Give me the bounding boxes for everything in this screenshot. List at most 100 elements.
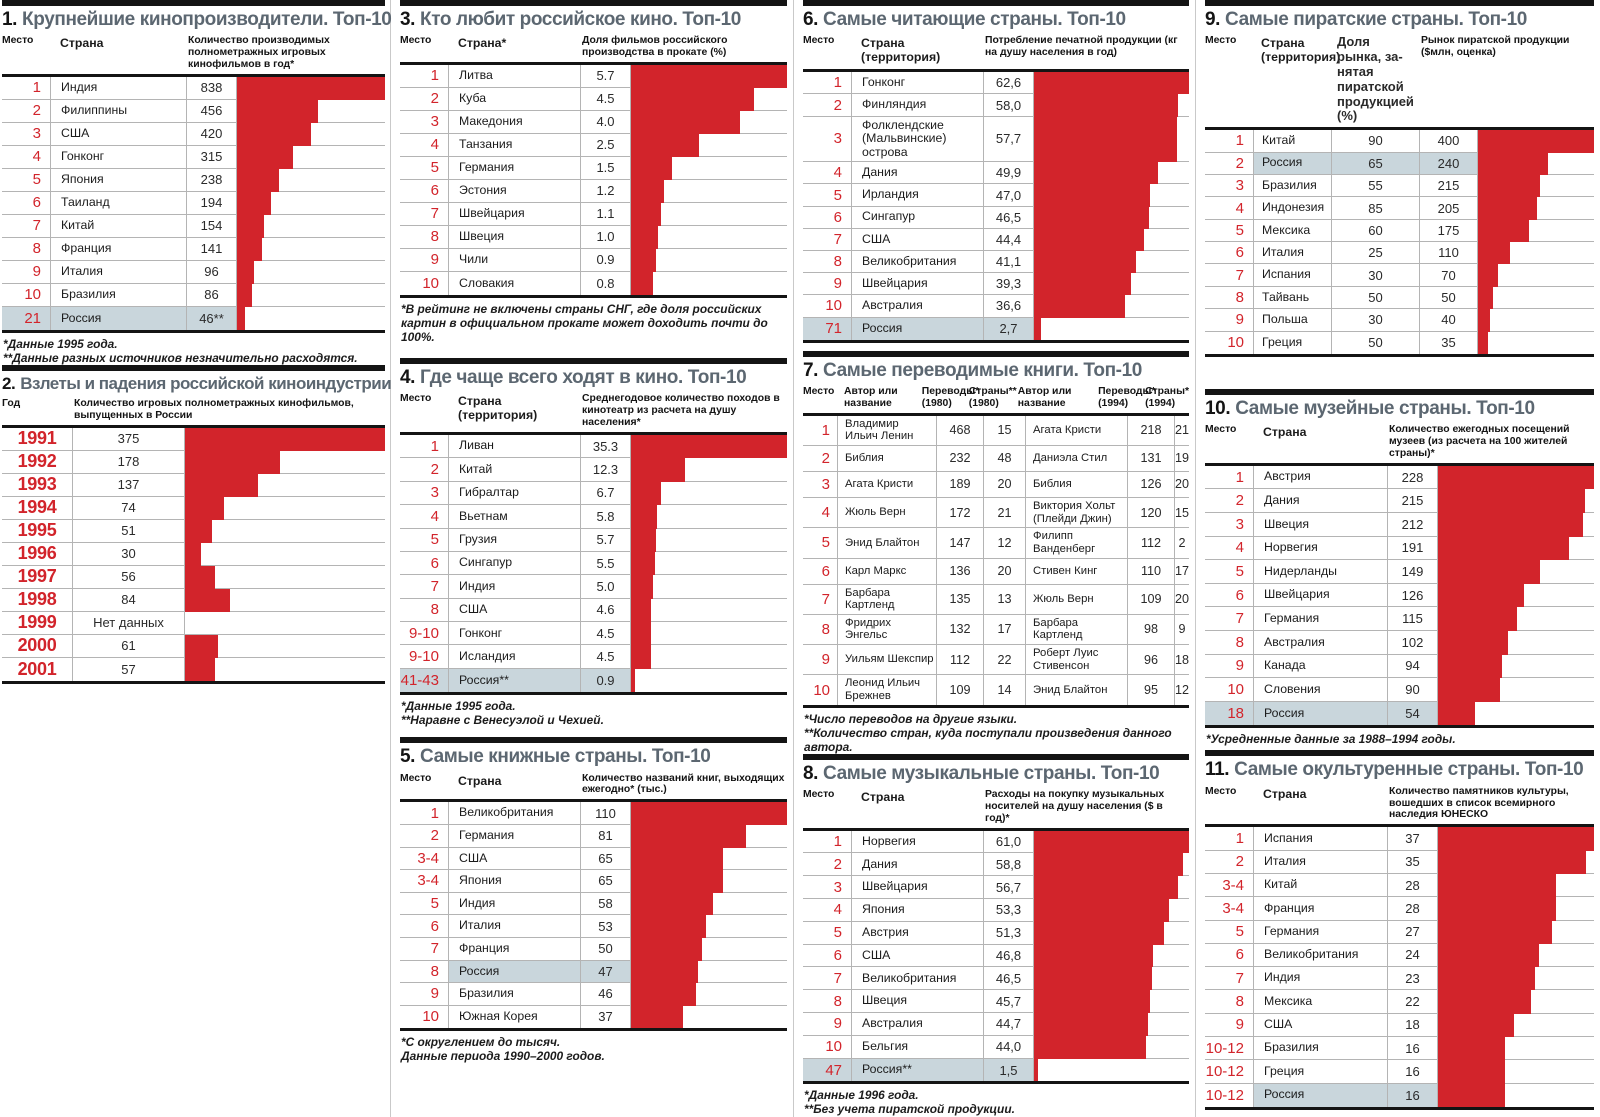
value-cell: 30: [72, 542, 184, 566]
table-row: 5 Япония 238: [2, 168, 385, 192]
value-bar: [1438, 465, 1594, 490]
rank-cell: 1: [1205, 130, 1253, 153]
share-cell: 85: [1331, 197, 1419, 220]
footnotes: *Усредненные данные за 1988–1994 годы.: [1205, 728, 1594, 746]
value-cell: 154: [186, 214, 236, 238]
rank-cell: 6: [1205, 584, 1253, 608]
rank-cell: 8: [1205, 990, 1253, 1014]
value-bar: [1034, 990, 1151, 1014]
section-9: 9. Самые пиратские страны. Топ-10 Место Стр…: [1205, 0, 1594, 358]
table-row: 4 Гонконг 315: [2, 145, 385, 169]
table-header: Место Страна Количество названий книг, вых…: [400, 772, 787, 803]
rank-cell: 5: [400, 157, 448, 180]
footnote: **Без учета пиратской продукции.: [804, 1102, 1015, 1117]
value-cell: 400: [1419, 130, 1477, 153]
rank-cell: 4: [803, 899, 851, 922]
bar-track: [1033, 830, 1189, 854]
table-row: 10-12 Греция 16: [1205, 1060, 1594, 1084]
bar-track: [1477, 286, 1594, 310]
value-cell: 175: [1419, 219, 1477, 243]
table-row: 3 Македония 4.0: [400, 110, 787, 134]
table-row: 9-10 Исландия 4.5: [400, 645, 787, 669]
bar-track: [1437, 489, 1594, 514]
translations-1994-cell: 95: [1127, 675, 1174, 705]
section-title-text: Самые читающие страны. Топ-10: [823, 9, 1126, 30]
bar-track: [1033, 184, 1189, 207]
translations-1994-cell: 109: [1127, 584, 1174, 615]
table-row: 2000 61: [2, 634, 385, 658]
value-cell: 86: [186, 283, 236, 307]
country-cell: Греция: [1253, 1060, 1387, 1084]
value-cell: 4.0: [580, 110, 630, 134]
footnotes: *Данные 1995 года. **Наравне с Венесуэлой…: [400, 695, 787, 727]
bar-track: [1033, 295, 1189, 318]
rank-cell: 18: [1205, 701, 1253, 726]
table-row: 3 Бразилия 55 215: [1205, 174, 1594, 198]
table-row: 6 Италия 53: [400, 915, 787, 938]
country-cell: Италия: [50, 260, 186, 284]
bar-track: [1033, 94, 1189, 117]
footnote: *Данные 1995 года.: [3, 336, 118, 351]
table-row: 8 США 4.6: [400, 598, 787, 623]
rank-cell: 2: [1205, 489, 1253, 514]
bar-track: [630, 528, 787, 552]
country-cell: Германия: [1253, 607, 1387, 632]
bar-track: [630, 64, 787, 88]
value-cell: 375: [72, 427, 184, 451]
bar-track: [1437, 701, 1594, 726]
countries-1980-cell: 20: [983, 471, 1025, 498]
rank-cell: 6: [803, 559, 837, 585]
country-cell: Россия**: [851, 1058, 983, 1082]
table-row: 1995 51: [2, 519, 385, 543]
column-header-country: Страна: [60, 36, 104, 51]
rank-cell: 4: [803, 162, 851, 185]
value-bar: [631, 248, 656, 272]
bar-track: [1437, 1036, 1594, 1061]
value-bar: [631, 575, 654, 599]
table-header: Место Автор или название Переводы* (1980) С…: [803, 385, 1189, 416]
value-bar: [1034, 162, 1158, 185]
share-cell: 50: [1331, 286, 1419, 310]
column-header: Переводы* (1980): [921, 385, 980, 409]
value-bar: [1478, 286, 1493, 310]
country-cell: Италия: [448, 915, 580, 938]
section-number: 9.: [1205, 9, 1221, 30]
value-cell: 51: [72, 519, 184, 543]
value-cell: 0.9: [580, 248, 630, 272]
country-cell: Гонконг: [50, 145, 186, 169]
value-cell: 96: [186, 260, 236, 284]
table-row: 1 Литва 5.7: [400, 64, 787, 88]
bar-track: [1437, 631, 1594, 655]
table-row: 1997 56: [2, 565, 385, 589]
table-row: 6 США 46,8: [803, 944, 1189, 968]
table-row: 5 Индия 58: [400, 892, 787, 916]
table-row: 5 Грузия 5.7: [400, 528, 787, 552]
value-cell: 315: [186, 145, 236, 169]
value-cell: 37: [580, 1005, 630, 1029]
share-cell: 90: [1331, 130, 1419, 153]
rank-cell: 4: [803, 498, 837, 529]
table-row: 7 США 44,4: [803, 228, 1189, 251]
year-cell: 1994: [2, 497, 72, 520]
bar-track: [1437, 560, 1594, 584]
table-row: 10-12 Бразилия 16: [1205, 1036, 1594, 1061]
table-row: 1992 178: [2, 450, 385, 474]
value-bar: [185, 473, 259, 497]
value-cell: 51,3: [983, 921, 1033, 945]
country-cell: Индия: [448, 892, 580, 916]
rank-cell: 10-12: [1205, 1086, 1244, 1104]
column-header-country: Страна: [458, 773, 502, 788]
table-row: 10 Бельгия 44,0: [803, 1035, 1189, 1059]
table-row: 10 Австралия 36,6: [803, 295, 1189, 318]
table: 1991 375 1992 178 1993 137 1994 74 1995 51 1996 30 1…: [2, 427, 385, 684]
country-cell: Бразилия: [1253, 1036, 1387, 1061]
value-cell: 62,6: [983, 72, 1033, 95]
value-bar: [1478, 264, 1499, 287]
value-bar: [237, 283, 253, 307]
column-header-country: Страна (территория): [1261, 36, 1341, 64]
country-cell: Франция: [1253, 897, 1387, 921]
rank-cell: 1: [803, 72, 851, 95]
footnote: **Данные разных источников незначительно…: [3, 350, 358, 365]
country-cell: Эстония: [448, 179, 580, 203]
section-top-rule: [400, 358, 787, 365]
